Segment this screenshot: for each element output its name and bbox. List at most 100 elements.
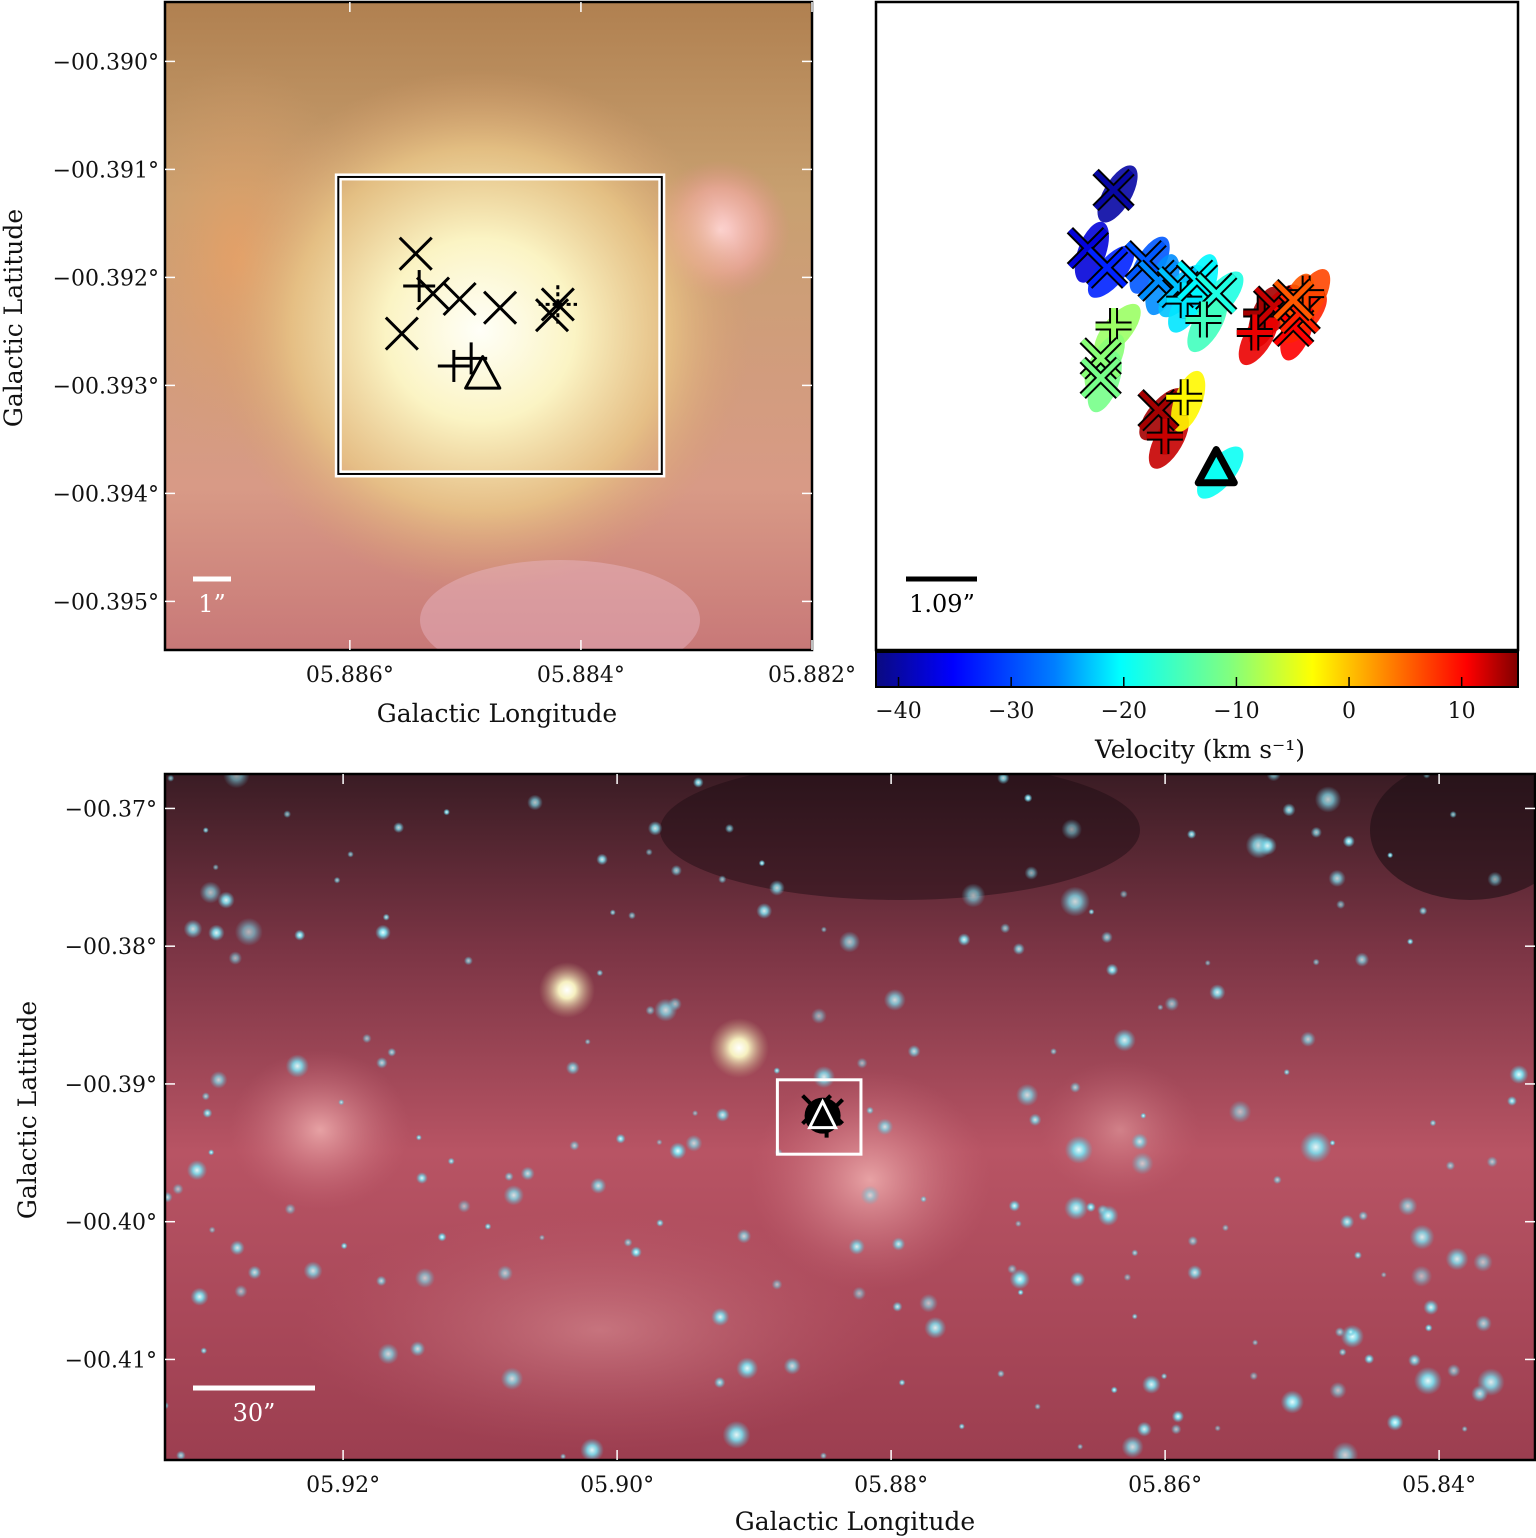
star: [1257, 836, 1277, 856]
star: [669, 1142, 687, 1160]
star: [504, 1171, 514, 1182]
star: [1119, 890, 1128, 899]
star: [1406, 938, 1414, 945]
top-left-marker: [482, 290, 518, 325]
star: [1486, 1156, 1498, 1168]
star: [228, 951, 243, 965]
star: [1164, 996, 1180, 1012]
top-left-marker: [464, 355, 502, 390]
star: [1354, 952, 1370, 967]
star: [958, 1423, 965, 1430]
star: [924, 1316, 947, 1339]
bottom-zoom-box: [775, 1078, 863, 1156]
top-left-frame: [163, 0, 814, 652]
bottom-stars: [165, 774, 1529, 1460]
top-left-ticks: 05.886° 05.884° 05.882° −00.390° −00.391° −00…: [53, 2, 856, 688]
top-left-marker: [442, 281, 477, 317]
star: [202, 1108, 213, 1119]
star: [756, 903, 773, 919]
star: [234, 917, 263, 946]
star: [1280, 1390, 1305, 1414]
top-left-marker: [403, 270, 436, 303]
star: [596, 853, 608, 866]
colorbar-tick-label: 0: [1342, 699, 1356, 724]
star: [1160, 1372, 1168, 1380]
velocity-marker: [1085, 246, 1129, 289]
star: [1328, 869, 1346, 888]
star: [866, 1106, 874, 1115]
star: [1283, 1068, 1290, 1076]
star: [414, 1267, 436, 1289]
star: [1060, 886, 1091, 917]
star: [362, 1033, 372, 1044]
star: [1097, 1205, 1119, 1226]
star: [165, 1191, 173, 1203]
top-right-panel: 1.09” −40 −30 −20 −10 0 10 Velocity (km s⁻¹): [874, 0, 1520, 764]
star: [1131, 1133, 1149, 1151]
top-left-marker: [398, 236, 433, 271]
star: [1409, 1224, 1435, 1250]
velocity-marker-stroke-b: [1068, 228, 1108, 269]
star: [812, 1065, 836, 1089]
star: [623, 1238, 633, 1247]
star: [285, 1054, 310, 1078]
star: [919, 1293, 938, 1313]
star: [1408, 1353, 1421, 1367]
star: [447, 1157, 455, 1165]
bottom-y-tick-label: −00.41°: [65, 1348, 157, 1373]
star: [375, 924, 391, 941]
star: [892, 1301, 903, 1312]
top-left-x-axis-label: Galactic Longitude: [377, 699, 617, 728]
star: [1299, 1131, 1332, 1163]
star: [1123, 1273, 1132, 1282]
bottom-marker-triangle: [807, 1098, 839, 1130]
bottom-x-tick-label: 05.86°: [1128, 1473, 1202, 1498]
star: [1069, 1271, 1086, 1288]
star: [783, 1357, 801, 1375]
star: [692, 1110, 699, 1117]
bottom-y-tick-label: −00.38°: [65, 935, 157, 960]
velocity-marker-stroke-b: [1087, 247, 1127, 288]
star: [1110, 1386, 1118, 1394]
star: [338, 1099, 345, 1106]
top-left-x-tick-label: 05.884°: [537, 663, 625, 688]
star: [957, 933, 971, 946]
star: [656, 1219, 664, 1227]
star: [883, 988, 906, 1011]
star: [284, 1203, 296, 1215]
velocity-marker-stroke-b: [1093, 170, 1134, 210]
star: [1061, 819, 1082, 840]
star: [1461, 1425, 1468, 1433]
star: [1471, 1385, 1489, 1403]
star: [645, 848, 653, 856]
star: [1473, 1252, 1493, 1272]
star: [630, 1246, 642, 1258]
star: [223, 774, 250, 789]
top-left-y-tick-label: −00.394°: [53, 482, 159, 507]
star: [1015, 1083, 1039, 1107]
star: [376, 1057, 388, 1069]
bottom-x-tick-label: 05.84°: [1402, 1473, 1476, 1498]
star: [1131, 1313, 1138, 1320]
top-left-y-tick-label: −00.393°: [53, 374, 159, 399]
star: [375, 1275, 387, 1287]
star: [1008, 1200, 1021, 1212]
star: [1336, 899, 1346, 910]
top-left-zoom-box: [334, 173, 666, 478]
star: [1364, 1353, 1375, 1365]
top-left-box-inner: [337, 175, 663, 475]
star: [1282, 803, 1296, 817]
velocity-marker: [1095, 308, 1132, 344]
star: [1380, 1271, 1387, 1278]
star: [1113, 1028, 1136, 1052]
top-left-y-tick-label: −00.391°: [53, 158, 159, 183]
star: [1449, 810, 1457, 819]
star: [713, 1376, 726, 1389]
top-left-scale-label: 1”: [198, 590, 226, 618]
star: [183, 919, 203, 939]
star: [500, 1367, 524, 1390]
top-left-x-tick-label: 05.882°: [768, 663, 856, 688]
bottom-box: [775, 1078, 863, 1156]
star: [520, 1166, 535, 1181]
